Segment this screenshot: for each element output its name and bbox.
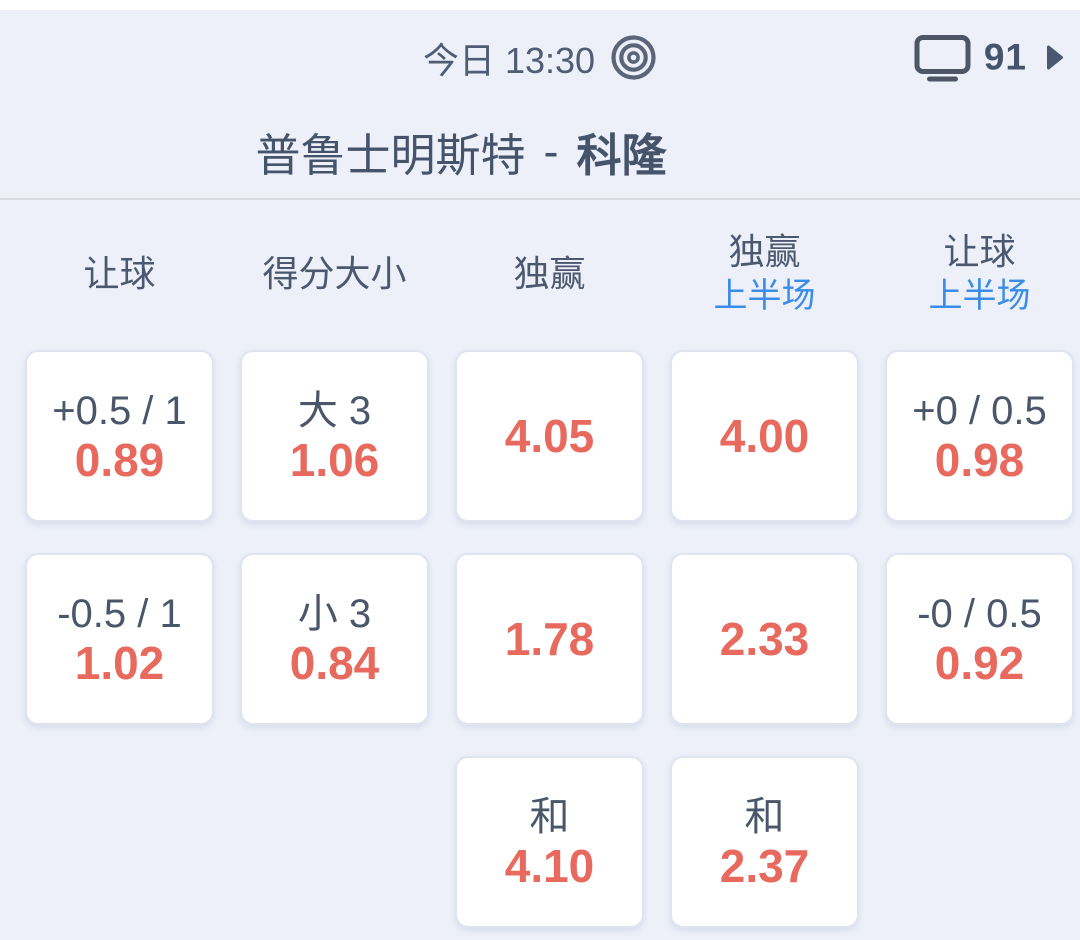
- odds-card[interactable]: 2.33: [670, 553, 859, 725]
- stream-info-button[interactable]: 91: [914, 34, 1064, 81]
- odds-card-value: 0.92: [934, 637, 1025, 689]
- odds-card[interactable]: 大 3 1.06: [240, 350, 429, 522]
- odds-card-value: 1.02: [74, 637, 165, 689]
- team-separator: -: [543, 125, 559, 177]
- odds-card-label: 大 3: [297, 389, 372, 433]
- match-title: 普鲁士明斯特 - 科隆: [0, 105, 1080, 200]
- home-team-name: 普鲁士明斯特: [255, 130, 526, 181]
- odds-card-label: +0 / 0.5: [912, 389, 1047, 433]
- odds-card-label: 小 3: [297, 592, 372, 636]
- odds-card-label: +0.5 / 1: [52, 389, 187, 433]
- odds-card[interactable]: +0 / 0.5 0.98: [885, 350, 1074, 522]
- odds-card[interactable]: -0 / 0.5 0.92: [885, 553, 1074, 725]
- odds-card[interactable]: 和 2.37: [670, 756, 859, 928]
- odds-card-value: 4.10: [504, 840, 595, 892]
- live-target-icon: [610, 34, 657, 81]
- tv-icon: [914, 34, 971, 81]
- odds-card-value: 4.00: [719, 410, 810, 462]
- odds-card[interactable]: 4.00: [670, 350, 859, 522]
- odds-card-value: 1.06: [289, 434, 380, 486]
- top-bar: 今日 13:30 91: [0, 10, 1080, 105]
- column-header-moneyline: 独赢: [513, 253, 586, 294]
- column-header-handicap: 让球: [83, 253, 156, 294]
- odds-card-label: -0 / 0.5: [917, 592, 1042, 636]
- match-time-group: 今日 13:30: [423, 32, 657, 84]
- odds-card-value: 0.89: [74, 434, 165, 486]
- odds-card[interactable]: -0.5 / 1 1.02: [25, 553, 214, 725]
- odds-card-value: 0.84: [289, 637, 380, 689]
- odds-card[interactable]: 小 3 0.84: [240, 553, 429, 725]
- odds-card-value: 0.98: [934, 434, 1025, 486]
- odds-card-value: 2.33: [719, 613, 810, 665]
- match-time: 今日 13:30: [422, 39, 596, 81]
- away-team-name: 科隆: [576, 130, 667, 181]
- odds-card-value: 2.37: [719, 840, 810, 892]
- odds-card[interactable]: 和 4.10: [455, 756, 644, 928]
- odds-card[interactable]: +0.5 / 1 0.89: [25, 350, 214, 522]
- market-header-row: 让球 得分大小 独赢 独赢 上半场 让球 上半场: [0, 200, 1080, 348]
- odds-card-label: 和: [744, 795, 785, 839]
- status-bar-strip: [0, 0, 1080, 10]
- chevron-right-icon: [1046, 45, 1064, 71]
- odds-card-label: 和: [529, 795, 570, 839]
- column-header-moneyline-first-half: 独赢 上半场: [713, 231, 816, 315]
- column-header-handicap-first-half: 让球 上半场: [928, 231, 1031, 315]
- odds-card-value: 4.05: [504, 410, 595, 462]
- odds-card[interactable]: 4.05: [455, 350, 644, 522]
- stream-count: 91: [983, 36, 1027, 78]
- odds-card-label: -0.5 / 1: [57, 592, 182, 636]
- odds-card-value: 1.78: [504, 613, 595, 665]
- odds-grid: +0.5 / 1 0.89 大 3 1.06 4.05 4.00 +0 / 0.…: [0, 348, 1080, 928]
- column-header-over-under: 得分大小: [262, 253, 407, 294]
- odds-card[interactable]: 1.78: [455, 553, 644, 725]
